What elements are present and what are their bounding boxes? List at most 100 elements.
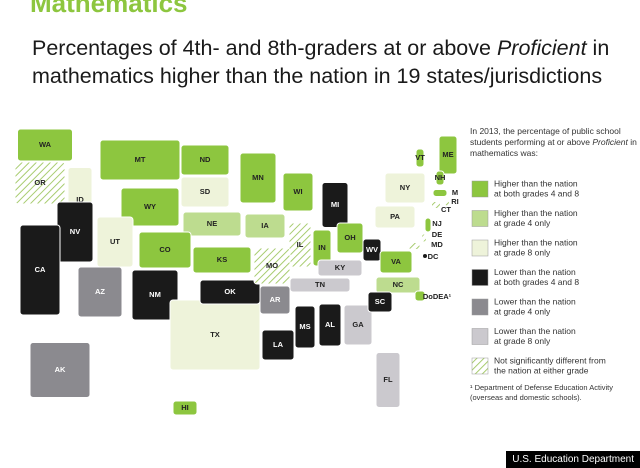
- state-label: VA: [391, 257, 401, 266]
- state-label: WA: [39, 140, 52, 149]
- state: [421, 233, 427, 243]
- state-label: TN: [315, 280, 325, 289]
- state: [407, 242, 421, 250]
- state: [77, 266, 123, 318]
- credit: U.S. Education Department: [506, 451, 640, 468]
- state: [138, 231, 192, 269]
- state-label: GA: [352, 320, 364, 329]
- state-label: SC: [375, 297, 386, 306]
- state-label: WY: [144, 202, 156, 211]
- legend-label: at both grades 4 and 8: [494, 188, 579, 198]
- state-label: VT: [415, 153, 425, 162]
- state-label: DoDEA¹: [423, 292, 452, 301]
- state: [253, 247, 291, 285]
- state-label: CO: [159, 245, 170, 254]
- state-label: FL: [383, 375, 393, 384]
- state: [375, 352, 401, 408]
- state-label: NV: [70, 227, 80, 236]
- state: [444, 199, 450, 207]
- legend-swatch: [471, 298, 489, 316]
- state: [239, 152, 277, 204]
- state-label: UT: [110, 237, 120, 246]
- state: [321, 182, 349, 228]
- state: [99, 139, 181, 181]
- legend-label: Higher than the nation: [494, 178, 578, 188]
- state: [282, 172, 314, 212]
- state: [343, 304, 373, 346]
- state-label: M: [452, 188, 458, 197]
- state-label: AZ: [95, 287, 105, 296]
- state: [318, 303, 342, 347]
- legend-swatch: [471, 239, 489, 257]
- legend-swatch: [471, 269, 489, 286]
- state: [131, 269, 179, 321]
- state: [19, 224, 61, 316]
- state: [374, 205, 416, 229]
- legend-label: Not significantly different from: [494, 355, 606, 365]
- state-label: NY: [400, 183, 410, 192]
- state-label: NM: [149, 290, 161, 299]
- state: [414, 290, 426, 302]
- state: [120, 187, 180, 227]
- state-label: NJ: [432, 219, 442, 228]
- state: [424, 217, 432, 233]
- state: [379, 250, 413, 274]
- state-label: KY: [335, 263, 345, 272]
- state-label: OH: [344, 233, 355, 242]
- state: [375, 276, 421, 294]
- subtitle-text: mathematics higher than the nation in 19…: [32, 64, 603, 88]
- legend-label: Higher than the nation: [494, 208, 578, 218]
- state-label: TX: [210, 330, 220, 339]
- legend-intro: In 2013, the percentage of public school…: [470, 126, 640, 159]
- state: [294, 305, 316, 349]
- state: [259, 285, 291, 315]
- state-label: IN: [318, 243, 326, 252]
- state-label: OR: [34, 178, 46, 187]
- state-label: AK: [55, 365, 66, 374]
- state: [288, 222, 312, 268]
- state: [438, 135, 458, 175]
- legend-swatch: [471, 180, 489, 198]
- intro-text: in mathematics was:: [470, 137, 637, 158]
- state-label: DE: [432, 230, 442, 239]
- subtitle-emphasis: Proficient: [496, 36, 587, 60]
- state-label: MN: [252, 173, 264, 182]
- state: [244, 213, 286, 239]
- state-label: RI: [451, 197, 459, 206]
- state-label: KS: [217, 255, 227, 264]
- legend-swatch: [471, 357, 489, 375]
- state-label: OK: [224, 287, 236, 296]
- state-label: MT: [135, 155, 146, 164]
- subtitle-text: Percentages of 4th- and 8th-graders at o…: [32, 36, 497, 60]
- state: [17, 128, 73, 162]
- state: [422, 253, 428, 259]
- state: [289, 277, 351, 293]
- state: [435, 170, 445, 186]
- state: [192, 246, 252, 274]
- legend-label: Higher than the nation: [494, 237, 578, 247]
- state-label: AR: [270, 295, 281, 304]
- state-label: WV: [366, 245, 378, 254]
- state-label: CA: [35, 265, 46, 274]
- title: Mathematics: [30, 0, 188, 18]
- state-label: PA: [390, 212, 400, 221]
- state-label: ND: [200, 155, 211, 164]
- legend-label: Lower than the nation: [494, 267, 576, 277]
- legend-swatch: [471, 328, 489, 345]
- state: [172, 400, 198, 416]
- state-label: MD: [431, 240, 443, 249]
- state-label: MI: [331, 200, 339, 209]
- legend-label: at grade 8 only: [494, 336, 551, 346]
- state-label: NH: [435, 173, 446, 182]
- state-label: IA: [261, 221, 269, 230]
- legend-label: the nation at either grade: [494, 365, 589, 375]
- legend-label: Lower than the nation: [494, 326, 576, 336]
- state: [432, 189, 448, 197]
- state: [336, 222, 364, 254]
- state-label: DC: [428, 252, 439, 261]
- subtitle: Percentages of 4th- and 8th-graders at o…: [32, 34, 632, 90]
- state: [14, 161, 66, 205]
- state-label: ME: [442, 150, 453, 159]
- state-label: WI: [293, 187, 302, 196]
